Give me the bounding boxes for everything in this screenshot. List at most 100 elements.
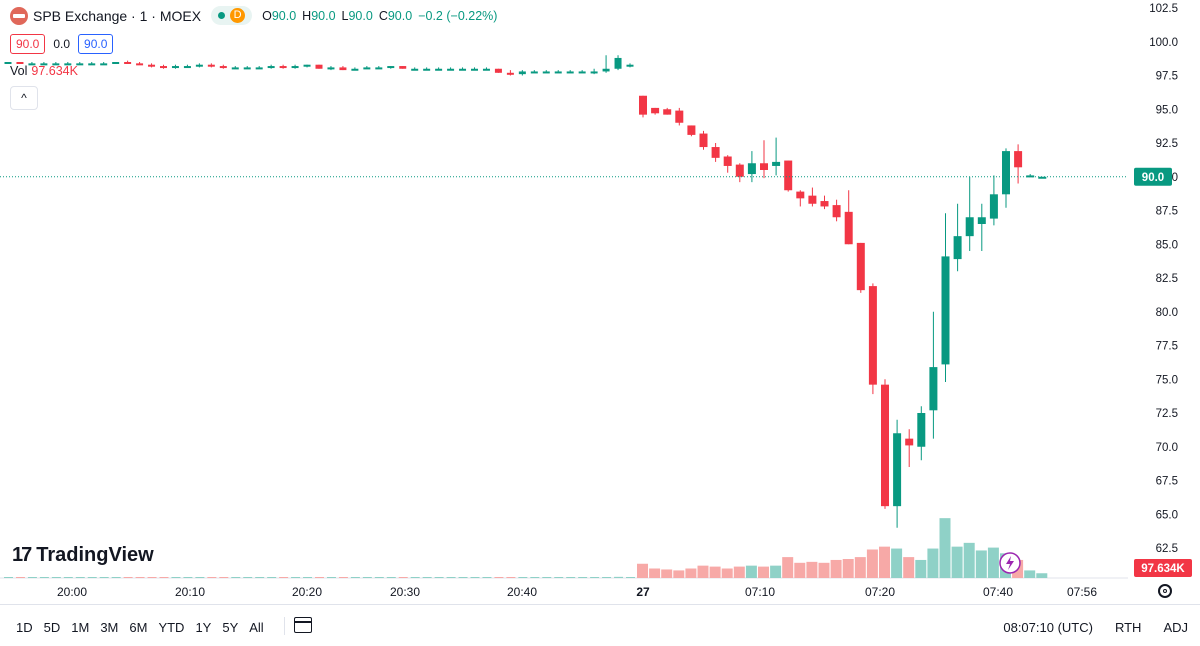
range-1y[interactable]: 1Y <box>195 620 212 635</box>
volume-bar <box>987 547 999 578</box>
high-label: H <box>302 8 312 23</box>
volume-bar <box>685 568 697 578</box>
symbol-title[interactable]: SPB Exchange · 1 · MOEX <box>33 7 202 24</box>
candle-body <box>459 68 467 71</box>
volume-bar <box>915 559 927 578</box>
price-axis-bg <box>1128 0 1200 604</box>
range-ytd[interactable]: YTD <box>158 620 185 635</box>
price-tick-label: 87.5 <box>1156 206 1178 218</box>
adjustment-toggle[interactable]: ADJ <box>1163 620 1188 635</box>
range-5d[interactable]: 5D <box>43 620 61 635</box>
candle-body <box>255 67 263 70</box>
volume-bar <box>147 577 157 578</box>
toolbar-divider <box>284 617 285 635</box>
candle-body <box>893 433 902 507</box>
candle-body <box>171 66 179 69</box>
go-to-date-calendar-icon[interactable] <box>294 617 312 633</box>
candle-body <box>614 57 622 69</box>
settings-gear-icon[interactable] <box>1158 584 1172 598</box>
volume-bar <box>243 577 253 578</box>
candle-body <box>675 110 684 123</box>
volume-bar <box>171 577 181 578</box>
data-delayed-badge: D <box>230 8 246 23</box>
market-status-pill[interactable]: D <box>211 6 253 25</box>
candle-body <box>387 66 395 69</box>
candle-body <box>363 67 371 70</box>
volume-bar <box>842 559 854 578</box>
volume-bar <box>721 568 733 578</box>
price-tick-label: 95.0 <box>1156 104 1178 116</box>
candle-body <box>699 133 708 148</box>
price-tick-label: 97.5 <box>1156 71 1178 83</box>
time-axis[interactable]: 20:00 20:10 20:20 20:30 20:40 27 07:10 07:20 07:… <box>57 585 1097 599</box>
price-tick-label: 82.5 <box>1156 273 1178 285</box>
volume-bar <box>470 577 480 578</box>
volume-bar <box>830 559 842 578</box>
candle-body <box>711 147 720 158</box>
volume-bar <box>939 518 951 578</box>
price-tick-label: 85.0 <box>1156 239 1178 251</box>
price-tick-label: 65.0 <box>1156 509 1178 521</box>
exchange-logo-icon <box>10 6 28 25</box>
range-1d[interactable]: 1D <box>16 620 33 635</box>
candle-body <box>231 67 239 70</box>
candle-body <box>88 63 96 66</box>
time-tick-label: 20:20 <box>292 585 322 599</box>
volume-bar <box>15 577 25 578</box>
market-open-dot-icon <box>218 12 226 19</box>
candle-body <box>626 64 634 67</box>
candle-body <box>965 217 974 237</box>
range-6m[interactable]: 6M <box>129 620 148 635</box>
range-3m[interactable]: 3M <box>100 620 119 635</box>
volume-bar <box>854 557 866 578</box>
volume-bar <box>51 577 61 578</box>
volume-bar <box>975 550 987 578</box>
range-1m[interactable]: 1M <box>71 620 90 635</box>
volume-bar <box>434 577 444 578</box>
collapse-legend-button[interactable]: ^ <box>10 86 38 110</box>
volume-bar <box>733 566 745 578</box>
sell-price-button[interactable]: 90.0 <box>10 34 46 54</box>
volume-bar <box>63 577 73 578</box>
candle-body <box>602 68 610 72</box>
time-tick-label: 20:40 <box>507 585 537 599</box>
tradingview-watermark[interactable]: 17 TradingView <box>12 544 154 567</box>
last-volume-label[interactable]: 97.634K <box>1141 563 1185 575</box>
lightning-bolt-icon <box>1006 556 1014 570</box>
candle-body <box>530 71 538 74</box>
session-toggle[interactable]: RTH <box>1114 620 1142 635</box>
candle-body <box>375 67 383 70</box>
candle-body <box>471 68 478 71</box>
spread-value: 0.0 <box>53 37 71 51</box>
bottom-toolbar: 1D 5D 1M 3M 6M YTD 1Y 5Y All 08:07:10 (U… <box>0 604 1200 646</box>
volume-bar <box>963 542 975 578</box>
candle-body <box>796 191 805 199</box>
close-value: 90.0 <box>387 8 413 23</box>
candle-body <box>351 68 359 71</box>
open-label: O <box>262 8 272 23</box>
range-all[interactable]: All <box>249 620 264 635</box>
volume-legend[interactable]: Vol 97.634K <box>10 64 78 78</box>
high-value: 90.0 <box>311 8 336 23</box>
buy-price-button[interactable]: 90.0 <box>78 34 114 54</box>
candle-body <box>136 63 144 66</box>
volume-bar <box>818 562 830 578</box>
candle-body <box>16 62 24 64</box>
candle-body <box>183 66 191 69</box>
tradingview-logo-icon: 17 <box>12 544 32 566</box>
last-price-label[interactable]: 90.0 <box>1142 172 1164 184</box>
candle-body <box>40 63 48 66</box>
utc-clock[interactable]: 08:07:10 (UTC) <box>1003 620 1093 635</box>
price-tick-label: 100.0 <box>1149 37 1178 49</box>
volume-bar <box>183 577 193 578</box>
low-label: L <box>341 8 349 23</box>
candle-body <box>554 71 562 74</box>
range-5y[interactable]: 5Y <box>222 620 239 635</box>
price-axis[interactable]: 102.5 100.0 97.5 95.0 92.5 90.0 87.5 85.0 82.5 80… <box>999 0 1200 604</box>
candle-body <box>160 66 167 69</box>
volume-bar <box>566 577 576 578</box>
price-tick-label: 80.0 <box>1156 307 1178 319</box>
price-tick-label: 72.5 <box>1156 408 1178 420</box>
volume-bar <box>903 557 915 578</box>
